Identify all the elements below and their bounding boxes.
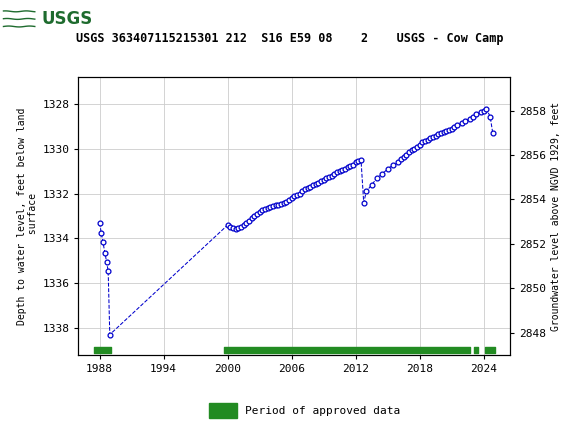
Text: USGS: USGS bbox=[41, 10, 92, 28]
FancyBboxPatch shape bbox=[209, 403, 237, 418]
Text: Period of approved data: Period of approved data bbox=[245, 405, 401, 416]
Y-axis label: Depth to water level, feet below land
 surface: Depth to water level, feet below land su… bbox=[16, 108, 38, 325]
Text: USGS 363407115215301 212  S16 E59 08    2    USGS - Cow Camp: USGS 363407115215301 212 S16 E59 08 2 US… bbox=[76, 32, 504, 45]
FancyBboxPatch shape bbox=[2, 2, 104, 36]
Y-axis label: Groundwater level above NGVD 1929, feet: Groundwater level above NGVD 1929, feet bbox=[550, 101, 561, 331]
